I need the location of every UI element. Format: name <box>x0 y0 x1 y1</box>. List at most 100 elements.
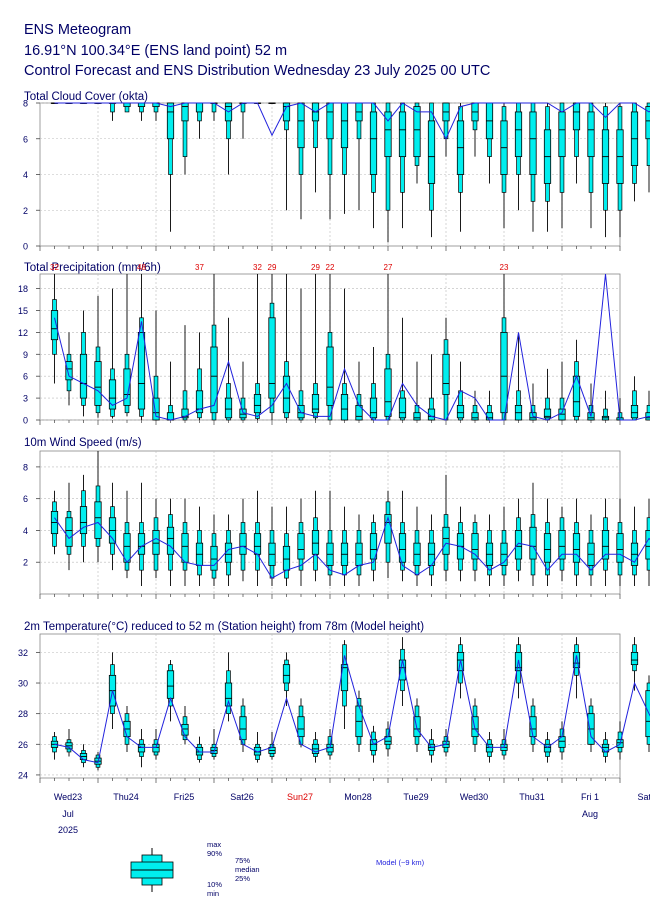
box-q25-q75 <box>326 346 334 406</box>
box-q25-q75 <box>137 743 146 753</box>
day-label: Sat 2 <box>637 792 650 802</box>
box-q25-q75 <box>529 526 537 560</box>
box-q25-q75 <box>297 716 305 738</box>
box-q25-q75 <box>442 526 450 555</box>
box-q25-q75 <box>137 331 146 410</box>
box-q25-q75 <box>398 111 407 158</box>
box-q25-q75 <box>558 111 566 158</box>
y-tick-label: 18 <box>18 284 28 294</box>
box-q25-q75 <box>558 530 566 560</box>
y-tick-label: 26 <box>18 740 28 750</box>
y-tick-label: 6 <box>23 372 28 382</box>
box-q10-q90 <box>110 102 115 113</box>
box-q25-q75 <box>210 545 218 571</box>
box-q25-q75 <box>224 682 233 707</box>
y-tick-label: 3 <box>23 394 28 404</box>
box-q25-q75 <box>94 361 102 406</box>
box-q25-q75 <box>442 353 450 395</box>
box-q25-q75 <box>427 120 436 184</box>
y-tick-label: 6 <box>23 494 28 504</box>
model-line <box>54 655 650 764</box>
box-q25-q75 <box>297 102 305 149</box>
day-label: Wed23 <box>54 792 82 802</box>
y-tick-label: 0 <box>23 242 28 252</box>
box-q25-q75 <box>311 530 320 555</box>
meteogram-title: ENS Meteogram <box>24 22 132 38</box>
box-q25-q75 <box>166 526 175 555</box>
model-line <box>54 516 650 579</box>
box-q25-q75 <box>253 394 262 414</box>
y-tick-label: 4 <box>23 170 28 180</box>
y-tick-label: 0 <box>23 416 28 426</box>
box-q25-q75 <box>369 397 378 419</box>
box-q25-q75 <box>108 379 117 410</box>
y-tick-label: 28 <box>18 709 28 719</box>
day-label: Tue29 <box>403 792 428 802</box>
box-q25-q75 <box>181 408 189 419</box>
overflow-label: 32 <box>253 263 262 272</box>
day-label: Wed30 <box>460 792 488 802</box>
box-q25-q75 <box>616 533 624 563</box>
box-q25-q75 <box>282 375 291 414</box>
box-q25-q75 <box>137 533 146 555</box>
day-label: Thu31 <box>519 792 545 802</box>
box-q25-q75 <box>543 408 552 419</box>
box-q25-q75 <box>123 368 131 406</box>
day-label: Sun27 <box>287 792 313 802</box>
y-tick-label: 15 <box>18 306 28 316</box>
box-q25-q75 <box>79 353 88 399</box>
day-label: Fri25 <box>174 792 195 802</box>
box-q25-q75 <box>601 530 610 560</box>
model-line <box>54 273 650 421</box>
box-q25-q75 <box>137 102 146 107</box>
legend-q90: 90% <box>207 849 222 858</box>
box-q25-q75 <box>311 394 320 414</box>
box-q25-q75 <box>65 517 73 547</box>
box-q25-q75 <box>152 743 160 753</box>
box-q25-q75 <box>195 746 204 756</box>
box-q25-q75 <box>166 102 175 140</box>
page-header: ENS Meteogram 16.91°N 100.34°E (ENS land… <box>24 20 490 82</box>
y-tick-label: 9 <box>23 350 28 360</box>
box-q25-q75 <box>471 412 479 421</box>
box-q25-q75 <box>369 111 378 175</box>
panel-title: Total Cloud Cover (okta) <box>24 91 148 103</box>
y-tick-label: 8 <box>23 462 28 472</box>
day-label: Mon28 <box>344 792 372 802</box>
box-q25-q75 <box>181 723 189 736</box>
box-q25-q75 <box>630 651 639 666</box>
box-q25-q75 <box>239 533 247 555</box>
box-q25-q75 <box>514 530 523 560</box>
box-q25-q75 <box>630 404 639 419</box>
legend-max: max <box>207 840 221 849</box>
box-q25-q75 <box>645 530 650 560</box>
y-tick-label: 8 <box>23 99 28 109</box>
month-label-jul: Jul <box>62 809 74 819</box>
y-tick-label: 12 <box>18 328 28 338</box>
legend-q75: 75% <box>235 856 250 865</box>
legend-q25: 25% <box>235 874 250 883</box>
box-q25-q75 <box>369 533 378 560</box>
y-tick-label: 4 <box>23 526 28 536</box>
overflow-label: 27 <box>384 263 393 272</box>
box-q25-q75 <box>253 533 262 555</box>
y-tick-label: 2 <box>23 558 28 568</box>
box-q25-q75 <box>413 412 421 421</box>
box-q25-q75 <box>514 111 523 158</box>
y-tick-label: 2 <box>23 206 28 216</box>
year-label: 2025 <box>58 825 78 835</box>
overflow-label: 22 <box>326 263 335 272</box>
box-q25-q75 <box>79 506 88 535</box>
box-q25-q75 <box>340 394 349 421</box>
box-q25-q75 <box>181 102 189 122</box>
y-tick-label: 6 <box>23 134 28 144</box>
overflow-label: 48 <box>137 263 146 272</box>
y-tick-label: 32 <box>18 648 28 658</box>
box-q25-q75 <box>543 533 552 563</box>
box-q25-q75 <box>268 317 276 399</box>
box-q25-q75 <box>326 102 334 140</box>
box-q25-q75 <box>340 102 349 149</box>
y-tick-label: 30 <box>18 679 28 689</box>
overflow-label: 29 <box>268 263 277 272</box>
